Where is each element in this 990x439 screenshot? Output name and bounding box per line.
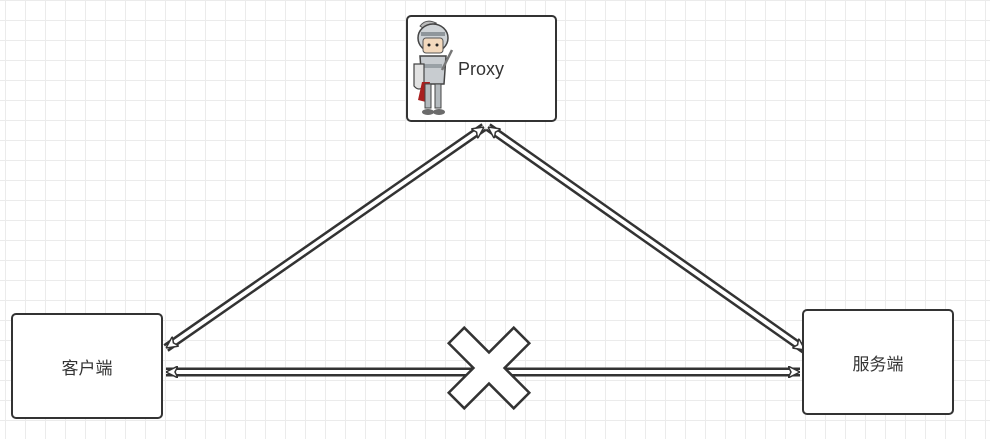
proxy-node[interactable]: Proxy — [406, 15, 557, 122]
edge-proxy-server — [485, 123, 808, 354]
knight-icon — [413, 20, 454, 115]
client-node[interactable]: 客户端 — [11, 313, 163, 419]
proxy-label: Proxy — [458, 59, 505, 79]
server-label: 服务端 — [852, 354, 904, 374]
server-node[interactable]: 服务端 — [802, 309, 954, 415]
client-label: 客户端 — [61, 358, 113, 378]
cross-icon — [446, 325, 532, 411]
edge-client-proxy — [163, 123, 487, 352]
